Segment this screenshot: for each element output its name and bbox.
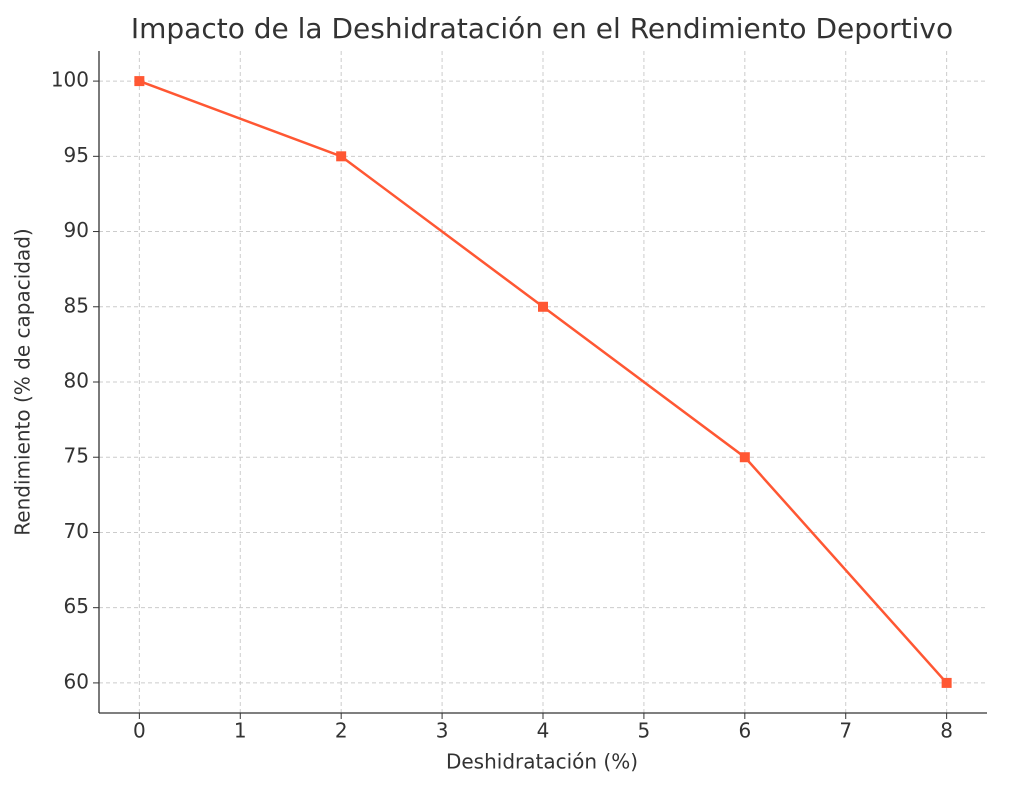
- marker: [941, 677, 952, 688]
- y-axis-label: Rendimiento (% de capacidad): [11, 228, 35, 535]
- x-tick-label: 2: [335, 719, 348, 743]
- y-tick-label: 60: [64, 669, 89, 693]
- x-tick-label: 4: [537, 719, 550, 743]
- y-tick-label: 75: [64, 444, 89, 468]
- y-tick-label: 65: [64, 594, 89, 618]
- chart-title: Impacto de la Deshidratación en el Rendi…: [131, 12, 953, 45]
- marker: [739, 452, 750, 463]
- y-tick-label: 90: [64, 218, 89, 242]
- x-tick-label: 3: [436, 719, 449, 743]
- y-tick-label: 80: [64, 369, 89, 393]
- marker: [538, 301, 548, 312]
- marker: [336, 151, 347, 162]
- x-tick-label: 7: [839, 719, 852, 743]
- x-tick-label: 8: [940, 719, 953, 743]
- x-tick-label: 1: [234, 719, 247, 743]
- y-tick-label: 100: [51, 68, 89, 92]
- x-tick-label: 5: [638, 719, 651, 743]
- x-axis-label: Deshidratación (%): [446, 750, 638, 774]
- y-tick-label: 70: [64, 519, 89, 543]
- x-tick-label: 0: [133, 719, 146, 743]
- y-tick-label: 95: [64, 143, 89, 167]
- y-tick-label: 85: [64, 293, 89, 317]
- marker: [134, 76, 145, 87]
- x-tick-label: 6: [738, 719, 751, 743]
